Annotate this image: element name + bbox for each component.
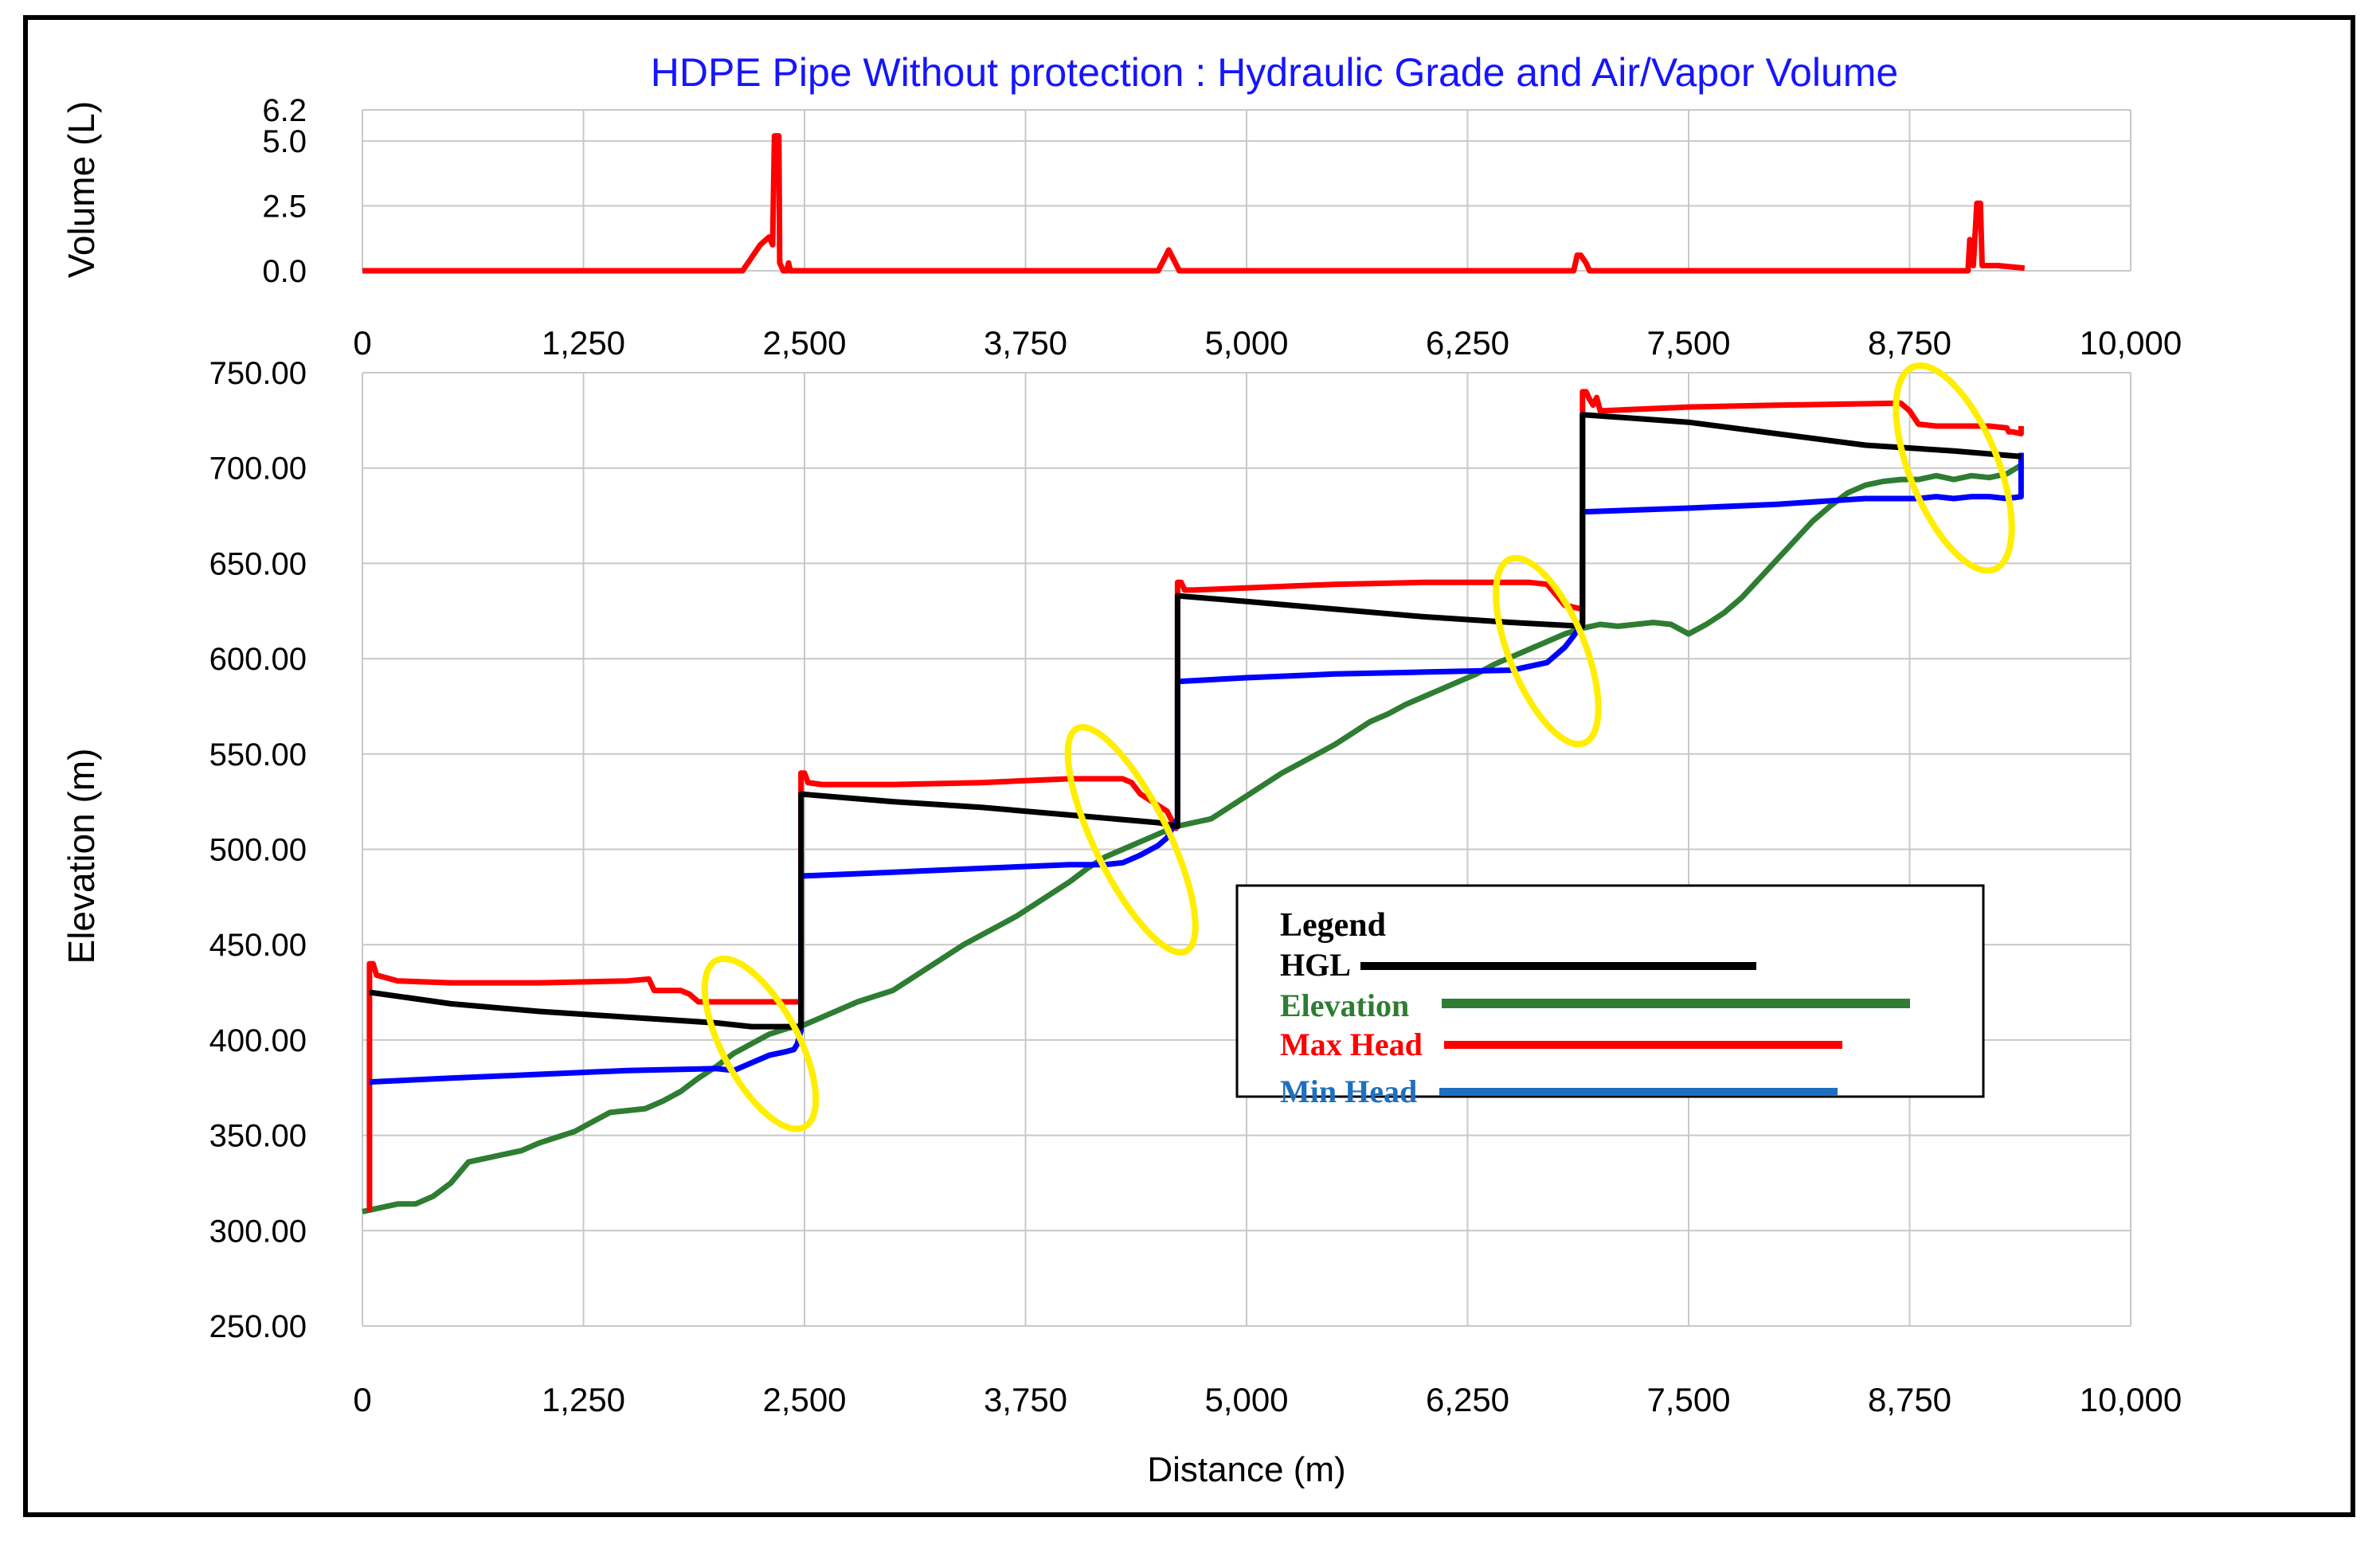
volume-x-tick-label: 8,750 [1868,324,1951,362]
volume-plot: 0 1,250 2,500 3,750 5,000 6,250 7,500 8,750 10,0… [262,93,2182,362]
elevation-x-tick-label: 8,750 [1868,1381,1951,1418]
elevation-series-elevation [362,461,2025,1214]
elevation-x-tick-label: 7,500 [1646,1381,1730,1418]
volume-x-tick-label: 5,000 [1204,324,1288,362]
elevation-y-tick-label: 300.00 [209,1214,307,1249]
outer-frame [23,15,2355,1517]
elevation-y-tick-label: 450.00 [209,928,307,963]
volume-y-tick-label: 5.0 [262,124,307,159]
volume-series-series-0 [362,133,2026,274]
elevation-y-tick-label: 600.00 [209,642,307,677]
highlight-ellipse [1064,724,1199,956]
volume-y-tick-label: 0.0 [262,254,307,289]
legend-title: Legend [1280,907,1386,944]
highlight-ellipse [701,955,820,1132]
legend: Legend HGL Elevation Max Head Min Head [1235,884,1985,1109]
elevation-x-axis-label: Distance (m) [1147,1450,1345,1489]
elevation-y-tick-label: 700.00 [209,452,307,487]
elevation-x-tick-label: 1,250 [542,1381,625,1418]
elevation-y-axis-label: Elevation (m) [61,749,102,964]
elevation-y-tick-label: 350.00 [209,1119,307,1154]
legend-box [1235,884,1985,1098]
elevation-y-tick-label: 250.00 [209,1309,307,1344]
volume-x-tick-label: 3,750 [984,324,1067,362]
volume-x-tick-label: 7,500 [1646,324,1730,362]
legend-label-max-head: Max Head [1280,1027,1423,1062]
volume-y-axis-label: Volume (L) [61,101,102,278]
volume-x-tick-label: 6,250 [1426,324,1509,362]
elevation-x-tick-label: 0 [353,1381,371,1418]
highlight-ellipse [1893,362,2015,574]
elevation-x-tick-label: 2,500 [762,1381,846,1418]
elevation-plot: 0 1,250 2,500 3,750 5,000 6,250 7,500 8,750 10,0… [209,356,2182,1418]
volume-x-tick-label: 1,250 [542,324,625,362]
volume-x-tick-label: 0 [353,324,371,362]
elevation-y-tick-label: 400.00 [209,1023,307,1058]
volume-y-tick-label: 2.5 [262,190,307,225]
elevation-x-tick-label: 10,000 [2080,1381,2182,1418]
elevation-y-tick-label: 650.00 [209,546,307,581]
legend-label-elevation: Elevation [1280,988,1409,1023]
volume-y-tick-label: 6.2 [262,93,307,128]
elevation-x-tick-label: 5,000 [1204,1381,1288,1418]
elevation-y-tick-label: 500.00 [209,833,307,868]
legend-label-min-head: Min Head [1280,1074,1417,1109]
elevation-y-tick-label: 750.00 [209,356,307,391]
elevation-x-tick-label: 6,250 [1426,1381,1509,1418]
elevation-y-tick-label: 550.00 [209,737,307,772]
volume-x-tick-label: 2,500 [762,324,846,362]
elevation-x-tick-label: 3,750 [984,1381,1067,1418]
chart-title: HDPE Pipe Without protection : Hydraulic… [651,50,1899,95]
legend-label-hgl: HGL [1280,947,1351,983]
volume-x-tick-label: 10,000 [2080,324,2182,362]
elevation-series-hgl [369,412,2022,1030]
highlight-ellipse [1493,554,1602,748]
